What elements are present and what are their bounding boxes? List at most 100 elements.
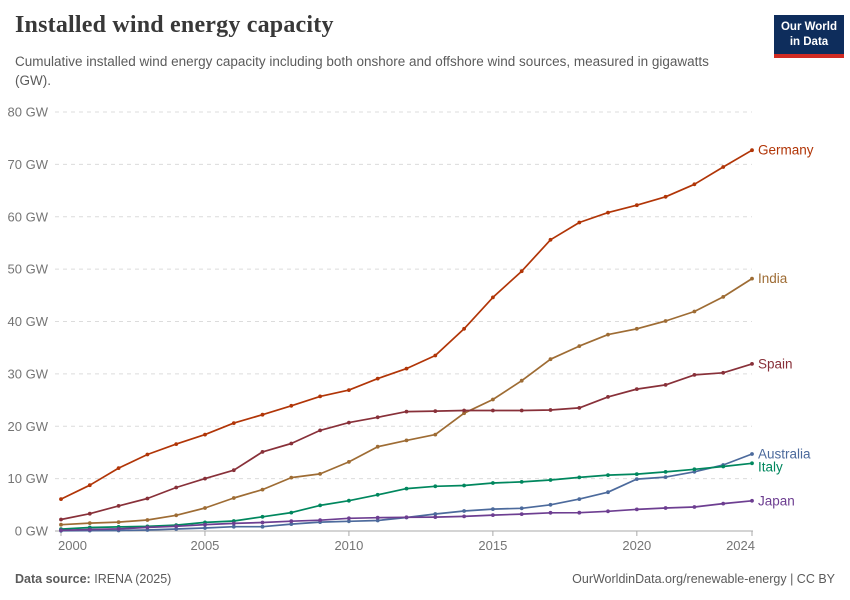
x-axis-tick-label: 2020	[622, 538, 651, 553]
series-point-italy	[491, 481, 495, 485]
series-point-australia	[519, 506, 524, 511]
credit-link[interactable]: OurWorldinData.org/renewable-energy | CC…	[572, 572, 835, 586]
series-point-india	[375, 444, 380, 449]
series-point-japan	[519, 512, 524, 516]
series-point-india	[59, 522, 63, 527]
series-point-japan	[260, 520, 265, 525]
series-point-india	[203, 506, 207, 510]
series-point-spain	[116, 504, 121, 508]
series-point-india	[116, 520, 121, 524]
series-label-italy[interactable]: Italy	[758, 460, 783, 475]
series-point-india	[491, 397, 495, 402]
series-point-spain	[462, 408, 466, 413]
series-point-australia	[145, 528, 150, 532]
series-point-italy	[634, 472, 639, 476]
series-point-germany	[548, 237, 553, 242]
series-point-spain	[145, 496, 150, 501]
series-point-italy	[519, 480, 524, 484]
page-title: Installed wind energy capacity	[15, 12, 334, 38]
series-label-japan[interactable]: Japan	[758, 493, 795, 508]
owid-logo[interactable]: Our World in Data	[774, 15, 844, 58]
series-point-japan	[462, 514, 466, 519]
series-point-italy	[260, 514, 265, 519]
series-point-spain	[174, 485, 179, 490]
series-point-spain	[663, 383, 668, 387]
chart-subtitle: Cumulative installed wind energy capacit…	[15, 54, 709, 89]
series-point-spain	[491, 408, 495, 413]
y-axis-tick-label: 50 GW	[8, 262, 49, 277]
series-point-italy	[347, 498, 351, 503]
series-point-spain	[203, 476, 207, 481]
series-point-australia	[663, 475, 668, 479]
series-label-germany[interactable]: Germany	[758, 143, 814, 158]
series-point-australia	[347, 519, 351, 524]
series-label-india[interactable]: India	[758, 271, 788, 286]
series-label-spain[interactable]: Spain	[758, 356, 793, 371]
series-point-india	[174, 513, 179, 518]
series-point-germany	[519, 269, 524, 274]
series-point-germany	[87, 483, 92, 488]
series-point-germany	[491, 295, 495, 300]
series-point-australia	[174, 527, 179, 531]
series-point-italy	[375, 492, 380, 497]
x-axis-tick-label: 2000	[58, 538, 87, 553]
series-point-japan	[289, 519, 294, 524]
series-point-germany	[663, 194, 668, 199]
series-point-india	[145, 518, 150, 522]
series-point-japan	[231, 521, 236, 526]
series-point-germany	[692, 182, 697, 187]
series-point-italy	[462, 483, 466, 488]
y-axis-tick-label: 60 GW	[8, 209, 49, 224]
series-point-australia	[231, 524, 236, 529]
series-point-spain	[692, 373, 697, 377]
series-point-italy	[548, 478, 553, 482]
series-point-germany	[404, 366, 409, 371]
series-point-india	[606, 332, 610, 337]
series-point-spain	[577, 406, 582, 410]
series-point-germany	[318, 394, 322, 399]
series-point-japan	[87, 527, 92, 532]
series-label-australia[interactable]: Australia	[758, 447, 811, 462]
y-axis-tick-label: 70 GW	[8, 157, 49, 172]
series-point-spain	[347, 420, 351, 425]
series-point-india	[577, 344, 582, 348]
series-point-italy	[577, 475, 582, 480]
line-chart[interactable]: 0 GW 10 GW 20 GW 30 GW 40 GW 50 GW 60 GW 70 GW 8…	[0, 100, 850, 560]
series-point-germany	[750, 148, 754, 153]
series-point-india	[548, 357, 553, 362]
series-point-germany	[375, 376, 380, 381]
x-axis-tick-label: 2024	[726, 538, 755, 553]
series-point-italy	[750, 461, 754, 466]
series-point-japan	[692, 505, 697, 509]
series-point-india	[347, 460, 351, 464]
series-point-japan	[606, 509, 610, 514]
series-point-japan	[59, 528, 63, 533]
series-point-japan	[548, 510, 553, 515]
chart-footer: Data source: IRENA (2025) OurWorldinData…	[15, 572, 835, 586]
y-axis-tick-label: 30 GW	[8, 366, 49, 381]
series-point-spain	[318, 428, 322, 433]
series-point-germany	[289, 403, 294, 408]
series-point-india	[260, 487, 265, 492]
series-point-japan	[663, 506, 668, 510]
series-point-india	[663, 319, 668, 323]
series-point-australia	[606, 490, 610, 495]
series-point-germany	[260, 412, 265, 417]
series-point-japan	[347, 516, 351, 521]
series-point-japan	[577, 510, 582, 515]
series-point-australia	[750, 452, 754, 456]
series-point-india	[289, 475, 294, 480]
series-point-australia	[548, 502, 553, 507]
series-point-spain	[519, 408, 524, 413]
series-line-germany[interactable]	[60, 149, 753, 500]
owid-logo-text-line2: in Data	[789, 35, 829, 48]
series-point-japan	[634, 507, 639, 512]
series-point-india	[692, 309, 697, 314]
series-point-spain	[548, 408, 553, 412]
series-point-italy	[721, 464, 726, 469]
series-point-italy	[692, 467, 697, 472]
series-point-india	[721, 295, 726, 299]
series-point-spain	[606, 395, 610, 399]
series-point-australia	[260, 524, 265, 529]
